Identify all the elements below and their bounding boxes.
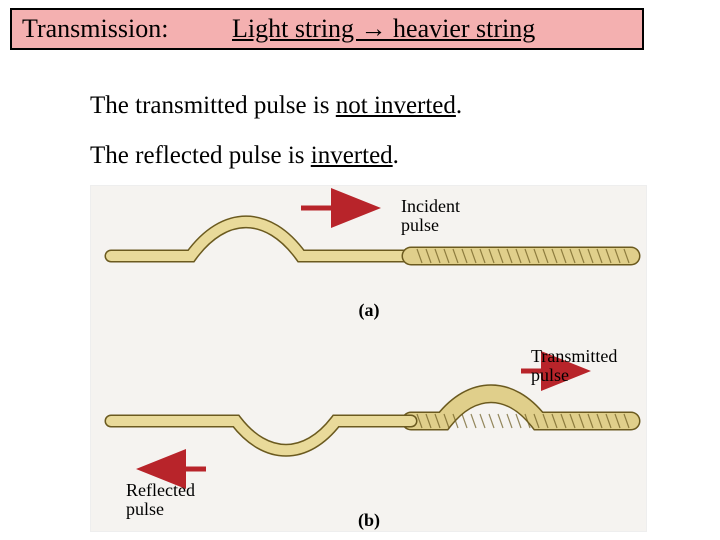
- body-line-1: The transmitted pulse is not inverted.: [90, 92, 462, 120]
- svg-text:(b): (b): [358, 510, 380, 531]
- pulse-diagram: Incidentpulse (a) Transmittedpulse Reflecte…: [90, 185, 647, 532]
- body-line-2: The reflected pulse is inverted.: [90, 142, 399, 170]
- line2-post: .: [393, 142, 399, 169]
- header-right-label: Light string → heavier string: [232, 14, 535, 44]
- line1-pre: The transmitted pulse is: [90, 92, 336, 119]
- diagram-svg: Incidentpulse (a) Transmittedpulse Reflecte…: [91, 186, 646, 531]
- line1-underline: not inverted: [336, 92, 456, 119]
- svg-text:Transmittedpulse: Transmittedpulse: [531, 346, 617, 385]
- svg-text:(a): (a): [359, 300, 380, 321]
- svg-text:Incidentpulse: Incidentpulse: [401, 196, 460, 235]
- header-box: Transmission: Light string → heavier str…: [10, 8, 644, 50]
- line2-pre: The reflected pulse is: [90, 142, 311, 169]
- svg-text:Reflectedpulse: Reflectedpulse: [126, 480, 195, 519]
- header-left-label: Transmission:: [12, 14, 232, 44]
- line2-underline: inverted: [311, 142, 393, 169]
- line1-post: .: [456, 92, 462, 119]
